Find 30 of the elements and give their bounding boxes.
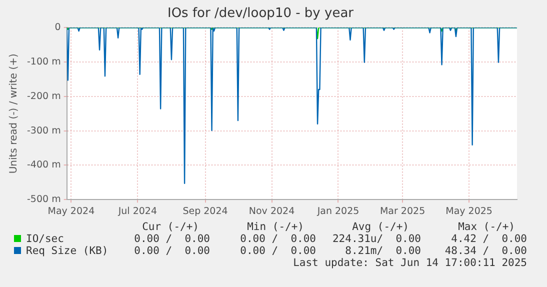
text: Min (-/+) xyxy=(247,221,304,233)
y-tick-label: 0 xyxy=(54,22,61,34)
x-tick-label: Sep 2024 xyxy=(182,206,228,217)
x-tick-label: Jul 2024 xyxy=(117,206,158,217)
x-tick-label: Nov 2024 xyxy=(248,206,295,217)
text: Avg (-/+) xyxy=(352,221,409,233)
y-tick-label: -300 m xyxy=(26,125,61,136)
text: 0.00 / 0.00 xyxy=(240,245,316,257)
text: 0.00 / 0.00 xyxy=(240,233,316,245)
y-tick-label: -500 m xyxy=(26,194,61,206)
text: 0.00 / 0.00 xyxy=(134,233,210,245)
legend-label: IO/sec xyxy=(26,233,64,245)
text: Last update: Sat Jun 14 17:00:11 2025 xyxy=(293,257,527,269)
x-tick-label: Jan 2025 xyxy=(316,206,360,217)
text: 4.42 / 0.00 xyxy=(451,233,527,245)
text: 48.34 / 0.00 xyxy=(444,245,527,257)
text: 8.21m/ 0.00 xyxy=(345,245,421,257)
text: Cur (-/+) xyxy=(142,221,199,233)
text: 224.31u/ 0.00 xyxy=(332,233,421,245)
text: 0.00 / 0.00 xyxy=(134,245,210,257)
x-tick-label: May 2025 xyxy=(446,206,492,217)
legend-label: Req Size (KB) xyxy=(26,245,108,257)
y-tick-label: -400 m xyxy=(26,160,61,171)
chart-title: IOs for /dev/loop10 - by year xyxy=(167,6,354,22)
y-axis-title: Units read (-) / write (+) xyxy=(8,53,20,174)
x-tick-label: May 2024 xyxy=(48,206,95,217)
x-tick-label: Mar 2025 xyxy=(380,206,426,217)
y-tick-label: -100 m xyxy=(26,56,61,68)
text: Max (-/+) xyxy=(458,221,515,233)
y-tick-label: -200 m xyxy=(26,90,61,102)
